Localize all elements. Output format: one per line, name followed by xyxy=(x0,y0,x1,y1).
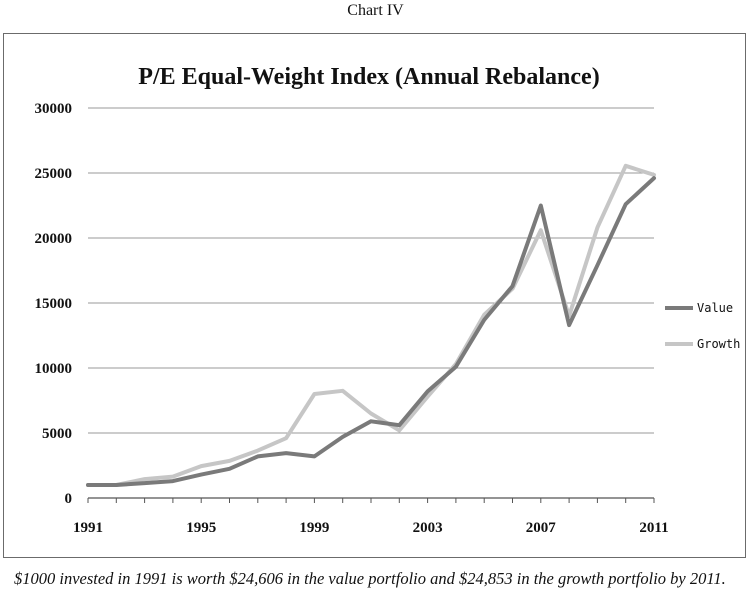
y-tick-labels: 0 5000 10000 15000 20000 25000 30000 xyxy=(35,101,73,507)
series-lines xyxy=(86,163,656,487)
x-tick-2003: 2003 xyxy=(413,520,443,536)
y-tick-10000: 10000 xyxy=(35,361,73,377)
x-tick-labels: 1991 1995 1999 2003 2007 2011 xyxy=(73,520,669,536)
line-chart: P/E Equal-Weight Index (Annual Rebalance… xyxy=(35,64,741,536)
footnote: $1000 invested in 1991 is worth $24,606 … xyxy=(14,569,726,588)
legend-label-growth: Growth xyxy=(697,337,740,351)
gridlines xyxy=(87,107,655,503)
x-tick-2007: 2007 xyxy=(526,520,557,536)
y-tick-15000: 15000 xyxy=(35,296,73,312)
series-line-value xyxy=(86,176,656,487)
y-tick-30000: 30000 xyxy=(35,101,73,117)
x-tick-1991: 1991 xyxy=(73,520,103,536)
chart-caption: Chart IV xyxy=(347,2,404,19)
y-tick-5000: 5000 xyxy=(42,426,72,442)
y-tick-25000: 25000 xyxy=(35,166,73,182)
chart-title: P/E Equal-Weight Index (Annual Rebalance… xyxy=(138,64,599,90)
chart-frame: P/E Equal-Weight Index (Annual Rebalance… xyxy=(3,33,746,558)
y-tick-20000: 20000 xyxy=(35,231,73,247)
x-tick-2011: 2011 xyxy=(639,520,668,536)
legend: Value Growth xyxy=(665,301,740,351)
legend-label-value: Value xyxy=(697,301,733,315)
x-tick-1995: 1995 xyxy=(186,520,216,536)
x-tick-1999: 1999 xyxy=(299,520,329,536)
y-tick-0: 0 xyxy=(65,491,73,507)
